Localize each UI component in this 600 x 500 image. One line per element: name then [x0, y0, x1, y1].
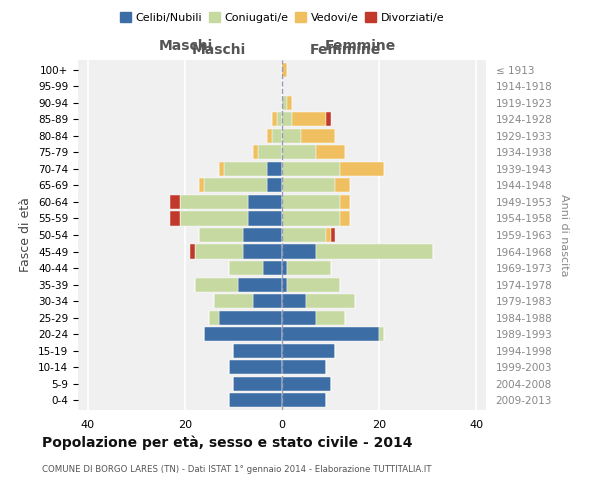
Bar: [204, 327, 282, 341]
Bar: [209, 310, 219, 324]
Bar: [243, 228, 282, 242]
Bar: [194, 278, 238, 291]
Bar: [282, 310, 316, 324]
Bar: [282, 393, 326, 407]
Bar: [287, 96, 292, 110]
Bar: [282, 162, 340, 176]
Bar: [340, 195, 350, 209]
Y-axis label: Fasce di età: Fasce di età: [19, 198, 32, 272]
Bar: [199, 228, 243, 242]
Bar: [282, 294, 306, 308]
Bar: [282, 178, 335, 192]
Bar: [282, 129, 301, 143]
Bar: [180, 212, 248, 226]
Bar: [238, 278, 282, 291]
Bar: [229, 393, 282, 407]
Bar: [248, 212, 282, 226]
Bar: [379, 327, 384, 341]
Bar: [233, 376, 282, 390]
Bar: [253, 146, 258, 160]
Bar: [170, 195, 180, 209]
Bar: [335, 178, 350, 192]
Bar: [301, 129, 335, 143]
Text: COMUNE DI BORGO LARES (TN) - Dati ISTAT 1° gennaio 2014 - Elaborazione TUTTITALI: COMUNE DI BORGO LARES (TN) - Dati ISTAT …: [42, 465, 431, 474]
Bar: [268, 162, 282, 176]
Text: Maschi: Maschi: [192, 42, 246, 56]
Bar: [219, 162, 224, 176]
Bar: [253, 294, 282, 308]
Bar: [258, 146, 282, 160]
Bar: [277, 112, 282, 126]
Bar: [326, 112, 331, 126]
Bar: [316, 146, 345, 160]
Bar: [268, 178, 282, 192]
Bar: [272, 112, 277, 126]
Bar: [316, 310, 345, 324]
Bar: [190, 244, 194, 258]
Bar: [331, 228, 335, 242]
Bar: [243, 244, 282, 258]
Bar: [229, 360, 282, 374]
Bar: [282, 96, 287, 110]
Bar: [282, 212, 340, 226]
Bar: [229, 261, 263, 275]
Text: Femmine: Femmine: [310, 42, 381, 56]
Legend: Celibi/Nubili, Coniugati/e, Vedovi/e, Divorziati/e: Celibi/Nubili, Coniugati/e, Vedovi/e, Di…: [115, 8, 449, 28]
Bar: [282, 360, 326, 374]
Bar: [224, 162, 268, 176]
Bar: [282, 63, 287, 77]
Bar: [282, 244, 316, 258]
Bar: [248, 195, 282, 209]
Bar: [282, 261, 287, 275]
Bar: [282, 344, 335, 357]
Bar: [263, 261, 282, 275]
Text: Femmine: Femmine: [325, 38, 395, 52]
Bar: [306, 294, 355, 308]
Bar: [340, 212, 350, 226]
Bar: [204, 178, 268, 192]
Bar: [199, 178, 204, 192]
Bar: [170, 212, 180, 226]
Bar: [316, 244, 433, 258]
Bar: [326, 228, 331, 242]
Bar: [219, 310, 282, 324]
Bar: [233, 344, 282, 357]
Bar: [268, 129, 272, 143]
Bar: [282, 195, 340, 209]
Text: Maschi: Maschi: [159, 38, 213, 52]
Bar: [282, 327, 379, 341]
Text: Popolazione per età, sesso e stato civile - 2014: Popolazione per età, sesso e stato civil…: [42, 435, 413, 450]
Bar: [287, 261, 331, 275]
Bar: [292, 112, 326, 126]
Bar: [282, 376, 331, 390]
Bar: [287, 278, 340, 291]
Bar: [282, 278, 287, 291]
Bar: [180, 195, 248, 209]
Bar: [282, 146, 316, 160]
Bar: [272, 129, 282, 143]
Bar: [214, 294, 253, 308]
Y-axis label: Anni di nascita: Anni di nascita: [559, 194, 569, 276]
Bar: [282, 228, 326, 242]
Bar: [282, 112, 292, 126]
Bar: [194, 244, 243, 258]
Bar: [340, 162, 384, 176]
